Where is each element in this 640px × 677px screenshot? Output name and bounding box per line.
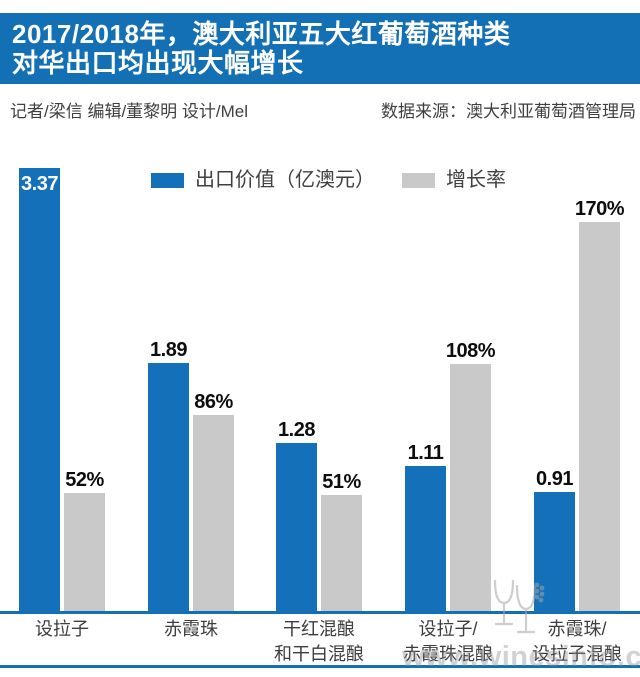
growth-label: 170%	[574, 198, 625, 220]
bar-growth-rate	[64, 493, 105, 612]
bar-export-value	[148, 363, 189, 612]
legend-item: 增长率	[402, 168, 506, 193]
value-label: 3.37	[21, 173, 58, 195]
page-title-line1: 2017/2018年，澳大利亚五大红葡萄酒种类	[12, 19, 511, 49]
data-source: 数据来源：澳大利亚葡萄酒管理局	[381, 102, 636, 121]
x-axis-line	[0, 611, 640, 614]
category-label-line: 设拉子/	[418, 619, 478, 639]
legend-swatch	[151, 173, 184, 188]
chart-legend: 出口价值（亿澳元） 增长率	[0, 168, 640, 194]
byline-credits: 记者/梁信 编辑/董黎明 设计/Mel	[10, 102, 249, 121]
bar-growth-rate	[579, 222, 620, 612]
legend-label: 出口价值（亿澳元）	[195, 169, 375, 191]
legend-swatch	[402, 173, 435, 188]
growth-label: 51%	[322, 471, 361, 493]
category-label-line: 赤霞珠	[164, 619, 218, 639]
category-label: 干红混酿 和干白混酿	[244, 617, 394, 667]
category-label-line: 干红混酿	[283, 619, 355, 639]
wine-glasses-icon	[493, 579, 545, 634]
category-label-line: 赤霞珠/	[547, 619, 607, 639]
x-axis-labels: 设拉子 赤霞珠 干红混酿 和干白混酿 设拉子/赤霞珠混酿 赤霞珠/设拉子混酿	[0, 617, 640, 664]
value-label: 1.89	[150, 339, 187, 361]
chart-area: 3.37 52% 1.89 86% 1.28 51% 1.11 108% 0.91 170%	[19, 168, 625, 612]
growth-label: 52%	[65, 469, 104, 491]
page-title-line2: 对华出口均出现大幅增长	[12, 48, 304, 78]
header-banner: 2017/2018年，澳大利亚五大红葡萄酒种类 对华出口均出现大幅增长	[0, 13, 640, 84]
category-label: 赤霞珠/设拉子混酿	[502, 617, 640, 667]
bar-growth-rate	[450, 364, 491, 612]
watermark-text: www.winesinfo.com	[402, 641, 640, 673]
category-label: 设拉子	[0, 617, 137, 642]
bar-growth-rate	[321, 495, 362, 612]
legend-label: 增长率	[446, 169, 506, 191]
category-label: 设拉子/赤霞珠混酿	[373, 617, 523, 667]
bottom-rule	[0, 665, 640, 668]
growth-label: 86%	[194, 391, 233, 413]
value-label: 0.91	[536, 468, 573, 490]
value-label: 1.11	[407, 442, 444, 464]
legend-item: 出口价值（亿澳元）	[151, 168, 375, 193]
category-label-line: 设拉子混酿	[532, 644, 622, 664]
bar-export-value	[19, 168, 60, 612]
byline-row: 记者/梁信 编辑/董黎明 设计/Mel 数据来源：澳大利亚葡萄酒管理局	[10, 97, 636, 122]
category-label-line: 赤霞珠混酿	[403, 644, 493, 664]
category-label: 赤霞珠	[116, 617, 266, 642]
growth-label: 108%	[445, 340, 496, 362]
value-label: 1.28	[278, 419, 315, 441]
bar-export-value	[405, 466, 446, 612]
category-label-line: 设拉子	[35, 619, 89, 639]
bar-export-value	[276, 443, 317, 612]
category-label-line: 和干白混酿	[274, 644, 364, 664]
bar-growth-rate	[193, 415, 234, 612]
